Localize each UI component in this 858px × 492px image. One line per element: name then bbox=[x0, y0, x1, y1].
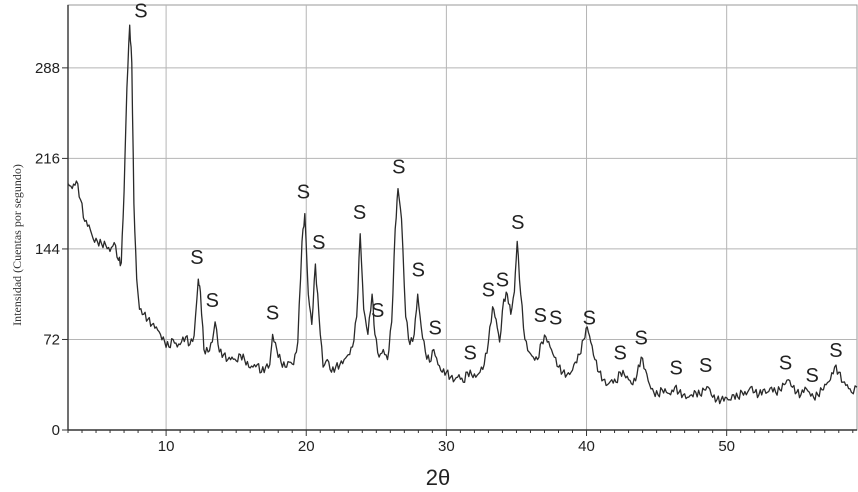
peak-label: S bbox=[312, 232, 325, 254]
peak-label: S bbox=[371, 300, 384, 322]
peak-label: S bbox=[829, 340, 842, 362]
peak-label: S bbox=[635, 327, 648, 349]
x-tick-label: 50 bbox=[718, 438, 735, 455]
grid-lines bbox=[67, 4, 858, 431]
peak-label: S bbox=[805, 365, 818, 387]
peak-label: S bbox=[496, 270, 509, 292]
y-tick-label: 288 bbox=[35, 60, 60, 77]
y-tick-label: 216 bbox=[35, 150, 60, 167]
peak-label: S bbox=[206, 290, 219, 312]
plot-area bbox=[67, 24, 858, 405]
peak-label: S bbox=[779, 353, 792, 375]
peak-label: S bbox=[511, 212, 524, 234]
peak-label: S bbox=[699, 355, 712, 377]
y-tick-label: 144 bbox=[35, 241, 60, 258]
peak-label: S bbox=[583, 307, 596, 329]
axes: 10 20 30 40 50 0 72 144 216 288 bbox=[35, 5, 857, 455]
peak-label: S bbox=[464, 343, 477, 365]
peak-label: S bbox=[190, 247, 203, 269]
peak-label: S bbox=[549, 307, 562, 329]
peak-label: S bbox=[266, 302, 279, 324]
peak-label: S bbox=[534, 305, 547, 327]
plot-frame bbox=[67, 4, 858, 431]
peak-label: S bbox=[670, 358, 683, 380]
peak-label: S bbox=[134, 1, 147, 23]
y-axis-label: Intensidad (Cuentas por segundo) bbox=[10, 164, 24, 326]
x-tick-label: 30 bbox=[438, 438, 455, 455]
x-tick-label: 10 bbox=[158, 438, 175, 455]
peak-label: S bbox=[613, 343, 626, 365]
series-line bbox=[67, 24, 858, 405]
peak-label: S bbox=[392, 156, 405, 178]
peak-label: S bbox=[297, 182, 310, 204]
y-tick-label: 0 bbox=[52, 422, 60, 439]
x-tick-label: 20 bbox=[298, 438, 315, 455]
x-tick-label: 40 bbox=[578, 438, 595, 455]
x-axis-label: 2θ bbox=[426, 465, 450, 490]
peak-label: S bbox=[412, 260, 425, 282]
peak-label: S bbox=[482, 280, 495, 302]
y-tick-label: 72 bbox=[43, 331, 60, 348]
peak-label: S bbox=[429, 317, 442, 339]
peak-label: S bbox=[353, 202, 366, 224]
